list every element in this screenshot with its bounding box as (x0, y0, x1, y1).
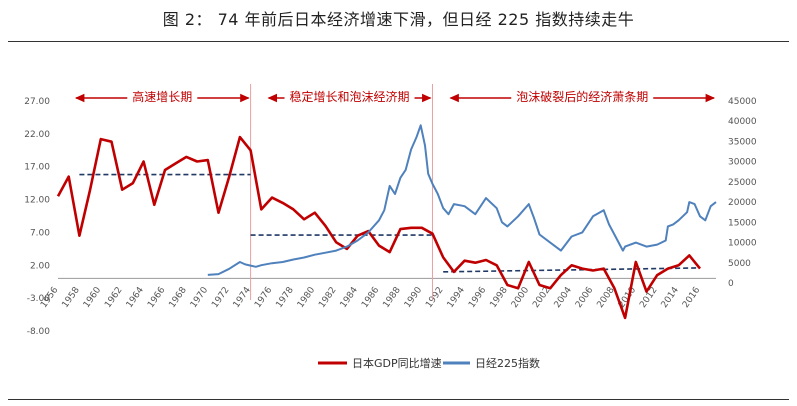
y-right-tick-label: 25000 (728, 178, 757, 188)
x-tick-label: 1980 (296, 285, 317, 310)
x-tick-label: 1994 (446, 285, 467, 310)
y-right-tick-label: 0 (728, 279, 734, 289)
title-rule (8, 41, 789, 42)
phase-label: 高速增长期 (132, 89, 192, 104)
x-tick-label: 1976 (253, 285, 274, 310)
y-left-tick-label: 27.00 (24, 97, 50, 107)
y-right-tick-label: 5000 (728, 259, 751, 269)
y-left-tick-label: -3.00 (27, 294, 51, 304)
x-tick-label: 1962 (103, 285, 124, 309)
y-right-tick-label: 10000 (728, 239, 757, 249)
x-tick-label: 2006 (574, 285, 595, 310)
y-right-tick-label: 20000 (728, 198, 757, 208)
x-tick-label: 1996 (467, 285, 488, 310)
x-tick-label: 1978 (275, 285, 296, 310)
x-tick-label: 1984 (339, 285, 360, 310)
x-tick-label: 1974 (232, 285, 253, 310)
x-tick-label: 1970 (189, 285, 210, 310)
x-tick-label: 1960 (82, 285, 103, 310)
legend-label-gdp: 日本GDP同比增速 (352, 356, 442, 370)
x-tick-label: 1958 (61, 285, 82, 310)
x-tick-label: 2016 (681, 285, 702, 310)
legend-label-nikkei: 日经225指数 (475, 356, 540, 370)
x-tick-label: 1992 (424, 285, 445, 309)
x-tick-label: 1986 (360, 285, 381, 310)
x-tick-label: 1966 (146, 285, 167, 310)
y-left-tick-label: -8.00 (27, 327, 51, 337)
y-left-tick-label: 22.00 (24, 130, 50, 140)
x-tick-label: 2014 (660, 285, 681, 310)
bottom-rule (8, 399, 789, 400)
x-tick-label: 1988 (382, 285, 403, 310)
x-tick-label: 1990 (403, 285, 424, 310)
y-right-tick-label: 35000 (728, 137, 757, 147)
x-tick-label: 2004 (553, 285, 574, 310)
y-right-tick-label: 15000 (728, 218, 757, 228)
phase-label-bg (127, 86, 198, 106)
figure-title: 图 2： 74 年前后日本经济增速下滑，但日经 225 指数持续走牛 (162, 10, 635, 29)
y-left-tick-label: 2.00 (30, 261, 50, 271)
phase-label-bg (284, 86, 415, 106)
y-left-tick-label: 12.00 (24, 196, 50, 206)
y-right-tick-label: 30000 (728, 158, 757, 168)
x-tick-label: 1964 (125, 285, 146, 310)
y-left-tick-label: 7.00 (30, 228, 50, 238)
phase-label: 泡沫破裂后的经济萧条期 (516, 89, 648, 104)
trend-line (443, 267, 700, 273)
phase-label-bg (511, 86, 654, 106)
x-tick-label: 1982 (317, 285, 338, 309)
y-left-tick-label: 17.00 (24, 163, 50, 173)
y-right-tick-label: 40000 (728, 117, 757, 127)
nikkei-225-line (207, 124, 717, 276)
x-tick-label: 2000 (510, 285, 531, 310)
phase-label: 稳定增长和泡沫经济期 (290, 89, 410, 104)
x-tick-label: 1998 (488, 285, 509, 310)
x-tick-label: 1968 (168, 285, 189, 310)
x-tick-label: 1972 (210, 285, 231, 309)
gdp-growth-line (56, 135, 702, 320)
y-right-tick-label: 45000 (728, 97, 757, 107)
